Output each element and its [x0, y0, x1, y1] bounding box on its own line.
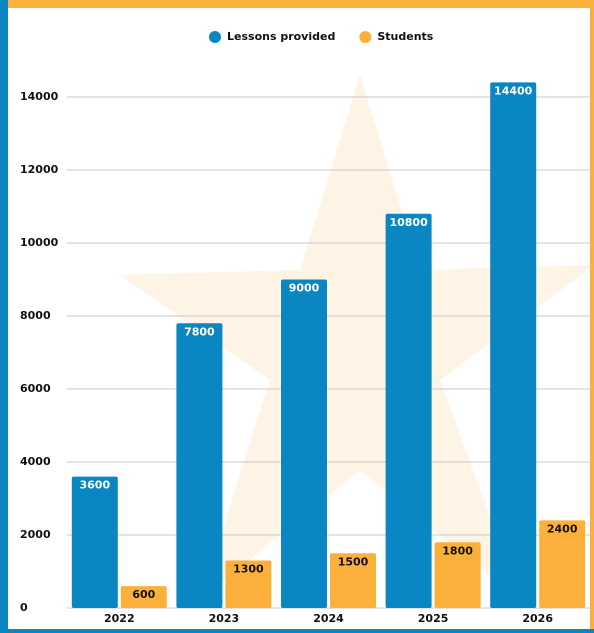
bar [434, 542, 481, 608]
legend-marker [359, 31, 372, 43]
bottom-border [0, 629, 594, 633]
legend-label: Students [377, 30, 433, 43]
x-tick-label: 2025 [418, 612, 449, 625]
y-tick-label: 6000 [20, 382, 51, 395]
bar [120, 586, 167, 608]
value-label: 2400 [547, 522, 578, 535]
bar [330, 553, 376, 608]
legend-marker [209, 31, 221, 43]
bar [71, 476, 118, 608]
bar [281, 279, 327, 608]
right-border [590, 0, 594, 633]
left-border [0, 0, 8, 633]
value-label: 1300 [233, 563, 264, 576]
bar [176, 323, 223, 608]
y-tick-label: 12000 [20, 163, 59, 176]
value-label: 600 [132, 588, 155, 601]
value-label: 14400 [494, 84, 533, 97]
y-tick-label: 8000 [20, 309, 51, 322]
watermark-star [120, 75, 594, 600]
y-tick-label: 4000 [20, 455, 51, 468]
bar [385, 213, 432, 609]
x-tick-label: 2024 [313, 612, 344, 625]
y-tick-label: 2000 [20, 528, 51, 541]
value-label: 3600 [79, 479, 110, 492]
x-tick-label: 2023 [209, 612, 240, 625]
bar [225, 560, 272, 608]
value-label: 1500 [338, 555, 369, 568]
y-tick-label: 14000 [20, 90, 59, 103]
value-label: 1800 [442, 544, 473, 557]
value-label: 7800 [184, 325, 215, 338]
y-tick-label: 0 [20, 601, 28, 614]
legend-label: Lessons provided [227, 30, 335, 43]
bar [539, 520, 586, 608]
top-border [0, 0, 594, 8]
value-label: 9000 [289, 282, 320, 295]
bar [490, 82, 537, 608]
value-label: 10800 [389, 216, 428, 229]
x-tick-label: 2022 [104, 612, 135, 625]
x-tick-label: 2026 [522, 612, 553, 625]
y-tick-label: 10000 [20, 236, 59, 249]
